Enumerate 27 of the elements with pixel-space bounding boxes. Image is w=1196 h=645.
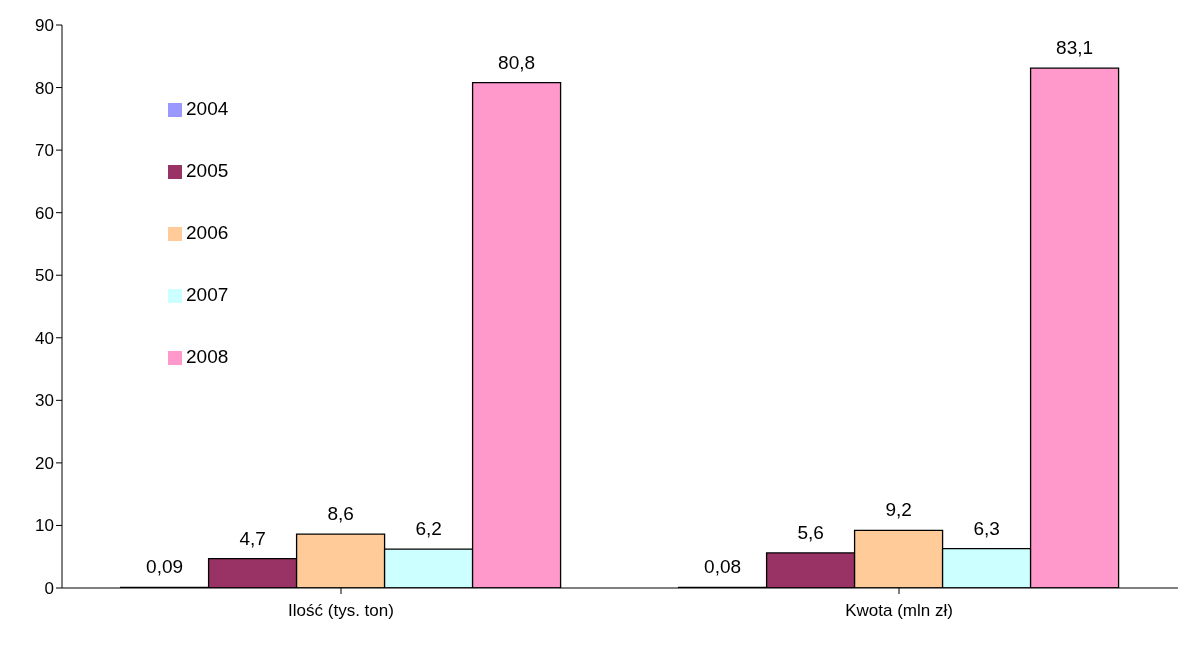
x-tick-label: Ilość (tys. ton)	[288, 601, 394, 621]
data-label: 83,1	[1056, 37, 1094, 59]
y-tick-label: 20	[35, 453, 54, 473]
legend-label: 2005	[186, 160, 229, 181]
y-tick-label: 90	[35, 16, 54, 36]
data-label: 80,8	[498, 51, 536, 73]
data-label: 8,6	[327, 503, 354, 525]
y-tick-label: 10	[35, 516, 54, 536]
y-tick-label: 30	[35, 391, 54, 411]
y-tick-label: 70	[35, 141, 54, 161]
data-label: 6,2	[415, 518, 442, 540]
legend-label: 2007	[186, 284, 229, 305]
legend-label: 2006	[186, 222, 229, 243]
legend-label: 2008	[186, 346, 229, 367]
data-label: 0,08	[704, 556, 742, 578]
data-label: 5,6	[797, 521, 824, 543]
legend-label: 2004	[186, 98, 229, 119]
data-label: 6,3	[973, 517, 1000, 539]
y-tick-label: 50	[35, 266, 54, 286]
y-tick-label: 60	[35, 203, 54, 223]
y-tick-label: 80	[35, 78, 54, 98]
data-label: 4,7	[239, 527, 266, 549]
y-tick-label: 0	[44, 579, 54, 599]
data-label: 0,09	[146, 556, 184, 578]
data-label: 9,2	[885, 499, 912, 521]
y-tick-label: 40	[35, 328, 54, 348]
x-tick-label: Kwota (mln zł)	[845, 601, 953, 621]
